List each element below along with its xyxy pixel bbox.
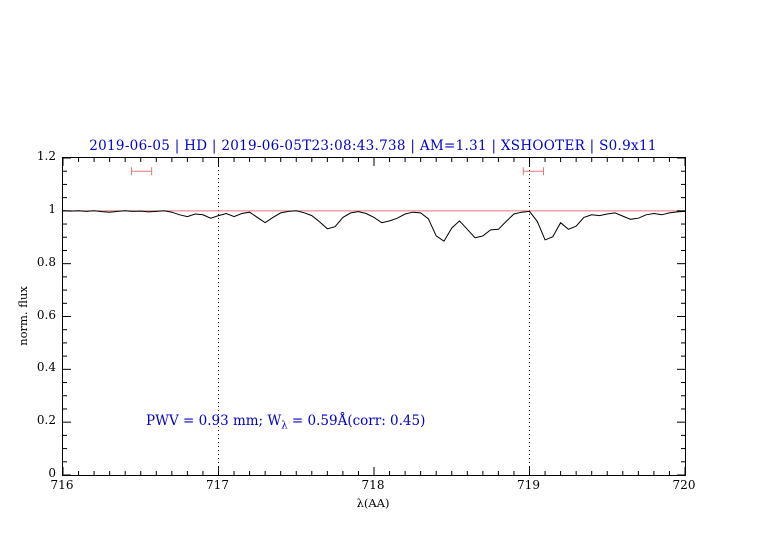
y-tick-label: 0.8 — [36, 254, 56, 269]
y-tick-label: 0.6 — [36, 307, 56, 322]
x-tick-label: 719 — [517, 478, 540, 492]
y-tick-label: 1 — [48, 201, 56, 216]
y-tick-label: 0.2 — [36, 413, 56, 428]
plot-area: PWV = 0.93 mm; Wλ = 0.59Å(corr: 0.45) — [62, 157, 686, 476]
chart-title: 2019-06-05 | HD | 2019-06-05T23:08:43.73… — [89, 138, 657, 154]
spectrum-plot — [63, 158, 685, 475]
x-tick-label: 718 — [361, 478, 385, 492]
y-tick-label: 0 — [48, 466, 56, 480]
annotation-pwv: PWV = 0.93 mm; Wλ = 0.59Å(corr: 0.45) — [146, 413, 425, 432]
y-tick-label: 0.4 — [36, 360, 56, 375]
x-tick-label: 717 — [206, 478, 229, 492]
annotation-prefix: PWV = 0.93 mm; W — [146, 413, 282, 429]
annotation-lambda-subscript: λ — [281, 420, 288, 432]
annotation-suffix: = 0.59Å(corr: 0.45) — [287, 413, 426, 429]
x-tick-label: 716 — [50, 478, 74, 492]
y-tick-label: 1.2 — [36, 149, 56, 163]
x-tick-label: 720 — [672, 478, 696, 492]
x-axis-label: λ(AA) — [356, 496, 390, 510]
